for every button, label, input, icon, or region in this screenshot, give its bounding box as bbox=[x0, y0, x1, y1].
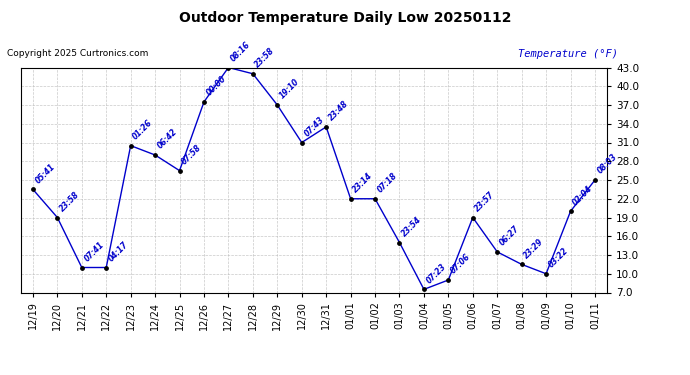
Point bbox=[150, 152, 161, 158]
Text: 23:58: 23:58 bbox=[58, 190, 81, 213]
Text: 23:29: 23:29 bbox=[522, 237, 546, 260]
Text: Outdoor Temperature Daily Low 20250112: Outdoor Temperature Daily Low 20250112 bbox=[179, 11, 511, 25]
Text: 04:17: 04:17 bbox=[107, 240, 130, 263]
Text: 07:06: 07:06 bbox=[449, 252, 472, 276]
Text: Temperature (°F): Temperature (°F) bbox=[518, 49, 618, 59]
Text: 23:54: 23:54 bbox=[400, 215, 424, 238]
Text: 01:26: 01:26 bbox=[131, 118, 155, 141]
Text: 23:58: 23:58 bbox=[253, 46, 277, 70]
Point bbox=[467, 214, 478, 220]
Point bbox=[565, 208, 576, 214]
Point bbox=[272, 102, 283, 108]
Text: Copyright 2025 Curtronics.com: Copyright 2025 Curtronics.com bbox=[7, 49, 148, 58]
Text: 03:22: 03:22 bbox=[546, 246, 570, 270]
Text: 19:10: 19:10 bbox=[278, 78, 302, 101]
Text: 02:04: 02:04 bbox=[571, 184, 595, 207]
Text: 06:27: 06:27 bbox=[497, 224, 521, 248]
Text: 08:03: 08:03 bbox=[595, 153, 619, 176]
Point bbox=[394, 240, 405, 246]
Point bbox=[540, 271, 551, 277]
Point bbox=[223, 64, 234, 70]
Text: 07:18: 07:18 bbox=[375, 171, 399, 195]
Point bbox=[296, 140, 307, 146]
Point bbox=[101, 264, 112, 270]
Text: 06:42: 06:42 bbox=[156, 128, 179, 151]
Point bbox=[321, 124, 332, 130]
Point bbox=[589, 177, 600, 183]
Text: 23:14: 23:14 bbox=[351, 171, 375, 195]
Point bbox=[199, 99, 210, 105]
Text: 05:41: 05:41 bbox=[34, 162, 57, 185]
Text: 23:48: 23:48 bbox=[327, 99, 350, 123]
Text: 07:43: 07:43 bbox=[302, 115, 326, 138]
Point bbox=[52, 214, 63, 220]
Point bbox=[28, 186, 39, 192]
Point bbox=[247, 71, 258, 77]
Text: 08:16: 08:16 bbox=[229, 40, 253, 63]
Point bbox=[418, 286, 429, 292]
Text: 00:00: 00:00 bbox=[204, 74, 228, 98]
Text: 23:57: 23:57 bbox=[473, 190, 497, 213]
Text: 07:23: 07:23 bbox=[424, 262, 448, 285]
Text: 07:58: 07:58 bbox=[180, 143, 204, 166]
Point bbox=[77, 264, 88, 270]
Point bbox=[174, 168, 185, 174]
Point bbox=[516, 261, 527, 267]
Point bbox=[125, 142, 136, 148]
Point bbox=[370, 196, 381, 202]
Point bbox=[345, 196, 356, 202]
Text: 07:41: 07:41 bbox=[82, 240, 106, 263]
Point bbox=[492, 249, 503, 255]
Point bbox=[443, 277, 454, 283]
